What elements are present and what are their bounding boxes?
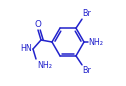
Text: NH₂: NH₂: [37, 60, 52, 69]
Text: Br: Br: [83, 9, 91, 18]
Text: Br: Br: [83, 66, 91, 75]
Text: NH₂: NH₂: [88, 37, 103, 47]
Text: HN: HN: [20, 44, 32, 53]
Text: O: O: [34, 20, 41, 28]
